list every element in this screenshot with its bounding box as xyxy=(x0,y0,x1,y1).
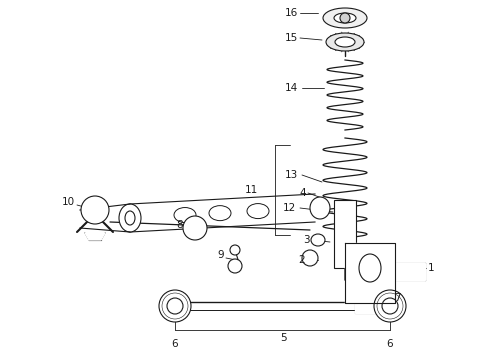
Circle shape xyxy=(88,203,102,217)
Polygon shape xyxy=(390,263,425,280)
Circle shape xyxy=(306,254,314,262)
Circle shape xyxy=(183,216,207,240)
Text: 15: 15 xyxy=(285,33,298,43)
Text: 13: 13 xyxy=(285,170,298,180)
Polygon shape xyxy=(130,194,315,232)
Circle shape xyxy=(81,196,109,224)
Circle shape xyxy=(340,13,350,23)
Text: 3: 3 xyxy=(303,235,310,245)
Ellipse shape xyxy=(337,260,353,266)
Ellipse shape xyxy=(365,261,375,275)
Polygon shape xyxy=(355,298,380,313)
Ellipse shape xyxy=(119,204,141,232)
Ellipse shape xyxy=(125,211,135,225)
Text: 6: 6 xyxy=(172,339,178,349)
Ellipse shape xyxy=(335,37,355,47)
Ellipse shape xyxy=(341,261,349,265)
Polygon shape xyxy=(80,210,120,228)
Text: 14: 14 xyxy=(285,83,298,93)
Ellipse shape xyxy=(247,204,269,219)
Ellipse shape xyxy=(311,234,325,246)
Text: 11: 11 xyxy=(245,185,258,195)
Text: 16: 16 xyxy=(285,8,298,18)
Circle shape xyxy=(230,245,240,255)
Ellipse shape xyxy=(334,13,356,23)
Circle shape xyxy=(228,259,242,273)
Text: 8: 8 xyxy=(176,220,183,230)
Ellipse shape xyxy=(209,206,231,221)
Circle shape xyxy=(302,250,318,266)
Text: 2: 2 xyxy=(298,255,305,265)
Bar xyxy=(334,200,356,268)
Text: 5: 5 xyxy=(280,333,286,343)
Ellipse shape xyxy=(315,237,321,243)
Ellipse shape xyxy=(159,290,191,322)
Text: 10: 10 xyxy=(62,197,75,207)
Ellipse shape xyxy=(310,197,330,219)
Ellipse shape xyxy=(174,207,196,222)
Ellipse shape xyxy=(359,254,381,282)
Polygon shape xyxy=(85,233,105,240)
Polygon shape xyxy=(345,243,395,303)
Ellipse shape xyxy=(323,8,367,28)
Text: 12: 12 xyxy=(283,203,296,213)
Ellipse shape xyxy=(374,290,406,322)
Text: 1: 1 xyxy=(428,263,435,273)
Circle shape xyxy=(189,222,201,234)
Text: 4: 4 xyxy=(299,188,306,198)
Text: 6: 6 xyxy=(387,339,393,349)
Text: 7: 7 xyxy=(394,293,401,303)
Ellipse shape xyxy=(382,298,398,314)
Text: 9: 9 xyxy=(218,250,224,260)
Ellipse shape xyxy=(167,298,183,314)
Ellipse shape xyxy=(326,33,364,51)
